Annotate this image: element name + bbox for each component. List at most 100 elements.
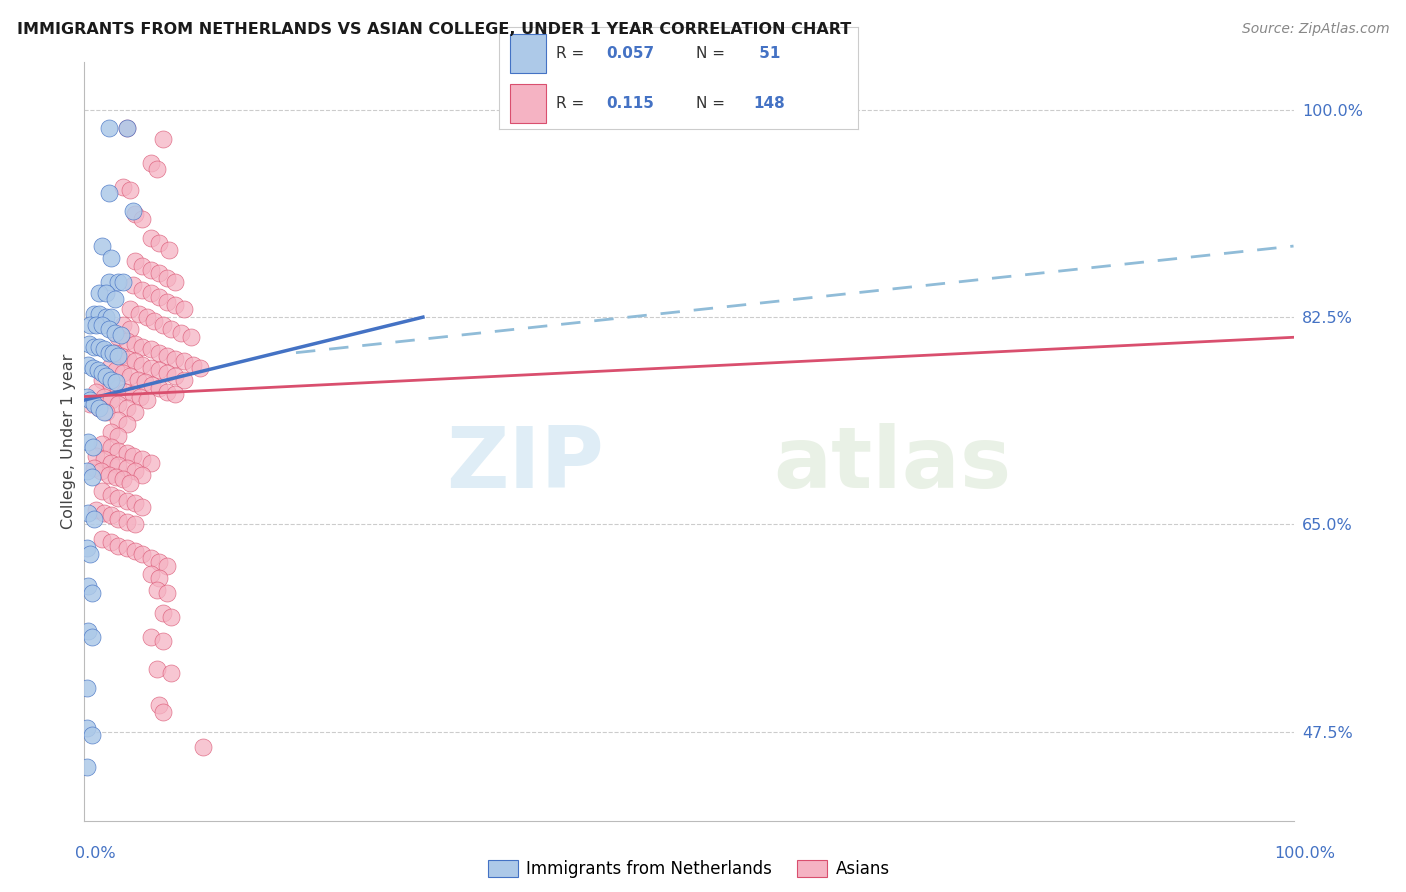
Point: [100, 488, 122, 502]
Point: [94, 310, 117, 325]
Point: [76, 721, 98, 735]
Point: [131, 467, 153, 482]
Point: [124, 464, 146, 478]
Point: [120, 301, 142, 316]
Point: [77, 579, 100, 593]
Point: [107, 330, 129, 344]
Text: R =: R =: [557, 45, 589, 61]
Point: [100, 373, 122, 387]
Point: [131, 358, 153, 372]
Point: [124, 337, 146, 351]
Text: ZIP: ZIP: [447, 423, 605, 506]
Point: [139, 231, 162, 245]
Point: [139, 567, 162, 582]
Point: [173, 354, 195, 368]
Point: [131, 283, 153, 297]
Text: R =: R =: [557, 96, 595, 112]
Point: [146, 582, 169, 597]
Point: [91, 437, 114, 451]
Point: [115, 334, 138, 348]
Point: [104, 470, 127, 484]
Point: [155, 384, 177, 399]
Point: [93, 390, 115, 404]
Point: [152, 318, 174, 333]
Point: [127, 373, 149, 387]
Point: [76, 464, 98, 478]
Point: [97, 186, 120, 200]
Point: [155, 586, 177, 600]
Point: [104, 376, 127, 390]
Point: [97, 322, 120, 336]
Y-axis label: College, Under 1 year: College, Under 1 year: [60, 354, 76, 529]
Point: [91, 373, 114, 387]
Point: [100, 251, 122, 265]
Point: [146, 662, 169, 676]
Point: [87, 286, 110, 301]
Text: 51: 51: [754, 45, 780, 61]
Point: [94, 286, 117, 301]
Point: [86, 449, 108, 463]
Point: [148, 381, 170, 395]
Text: Source: ZipAtlas.com: Source: ZipAtlas.com: [1241, 22, 1389, 37]
Point: [83, 511, 105, 525]
Point: [76, 681, 98, 695]
Point: [121, 278, 143, 293]
Point: [86, 384, 108, 399]
Point: [115, 120, 138, 135]
Point: [157, 243, 180, 257]
Point: [94, 369, 117, 384]
Point: [124, 354, 146, 368]
Point: [124, 517, 146, 532]
Point: [77, 624, 100, 639]
Point: [79, 396, 101, 410]
Point: [121, 387, 143, 401]
Point: [107, 444, 129, 458]
Point: [139, 630, 162, 644]
Point: [131, 340, 153, 354]
Point: [103, 345, 125, 359]
Text: 0.057: 0.057: [607, 45, 655, 61]
Point: [152, 607, 174, 621]
Point: [139, 456, 162, 470]
Point: [107, 381, 129, 395]
Point: [131, 452, 153, 467]
Point: [77, 358, 100, 372]
Point: [83, 340, 105, 354]
Point: [107, 396, 129, 410]
Point: [91, 239, 114, 253]
Point: [155, 366, 177, 380]
Text: 0.0%: 0.0%: [76, 847, 115, 861]
Point: [93, 405, 115, 419]
Point: [155, 271, 177, 285]
Point: [131, 211, 153, 226]
Point: [139, 156, 162, 170]
Point: [80, 728, 103, 742]
Point: [97, 275, 120, 289]
Point: [82, 441, 104, 455]
Point: [181, 358, 204, 372]
Point: [104, 326, 127, 340]
Point: [110, 327, 132, 342]
Point: [136, 310, 159, 325]
Point: [87, 307, 110, 321]
Point: [148, 345, 170, 359]
Bar: [510, 84, 546, 123]
Point: [87, 401, 110, 416]
Point: [124, 543, 146, 558]
Point: [173, 373, 195, 387]
Point: [155, 349, 177, 363]
Text: 100.0%: 100.0%: [1274, 847, 1336, 861]
Point: [112, 275, 135, 289]
Point: [100, 425, 122, 439]
Point: [83, 396, 105, 410]
Point: [148, 555, 170, 569]
Point: [91, 484, 114, 499]
Point: [91, 532, 114, 546]
Point: [107, 428, 129, 442]
Point: [79, 393, 101, 408]
Point: [80, 470, 103, 484]
Point: [87, 340, 110, 354]
Point: [107, 349, 129, 363]
Text: IMMIGRANTS FROM NETHERLANDS VS ASIAN COLLEGE, UNDER 1 YEAR CORRELATION CHART: IMMIGRANTS FROM NETHERLANDS VS ASIAN COL…: [17, 22, 851, 37]
Point: [120, 183, 142, 197]
